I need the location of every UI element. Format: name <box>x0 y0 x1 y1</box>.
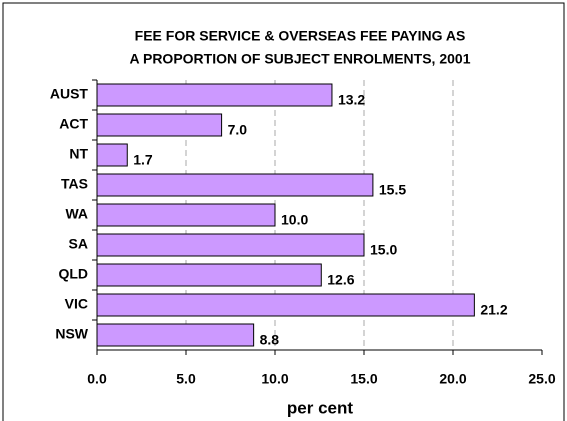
value-label: 12.6 <box>327 272 354 288</box>
bar <box>96 173 374 197</box>
chart-title: FEE FOR SERVICE & OVERSEAS FEE PAYING AS <box>135 28 466 44</box>
value-label: 15.5 <box>379 182 406 198</box>
y-tick-label: AUST <box>50 86 89 102</box>
x-axis-title: per cent <box>287 398 353 417</box>
value-label: 15.0 <box>370 242 397 258</box>
y-tick-label: TAS <box>61 176 88 192</box>
y-tick-label: NT <box>69 146 88 162</box>
x-tick-label: 20.0 <box>439 371 466 387</box>
value-label: 21.2 <box>480 302 507 318</box>
y-tick-label: NSW <box>55 326 88 342</box>
x-tick-label: 15.0 <box>350 371 377 387</box>
bar <box>96 323 255 347</box>
y-tick-label: SA <box>69 236 88 252</box>
x-tick-label: 0.0 <box>87 371 107 387</box>
value-label: 7.0 <box>228 122 248 138</box>
x-tick-label: 25.0 <box>528 371 555 387</box>
bar <box>96 113 223 137</box>
bar <box>96 143 128 167</box>
y-tick-label: WA <box>65 206 88 222</box>
y-tick-label: QLD <box>58 266 88 282</box>
bar <box>96 203 276 227</box>
value-label: 10.0 <box>281 212 308 228</box>
value-label: 13.2 <box>338 92 365 108</box>
value-label: 1.7 <box>133 152 153 168</box>
y-tick-label: VIC <box>65 296 88 312</box>
bar <box>96 233 365 257</box>
bar <box>96 83 333 107</box>
x-tick-label: 5.0 <box>176 371 196 387</box>
y-tick-label: ACT <box>59 116 88 132</box>
chart-title: A PROPORTION OF SUBJECT ENROLMENTS, 2001 <box>130 51 471 67</box>
value-label: 8.8 <box>260 332 280 348</box>
bar <box>96 263 322 287</box>
bar <box>96 293 475 317</box>
x-tick-label: 10.0 <box>261 371 288 387</box>
